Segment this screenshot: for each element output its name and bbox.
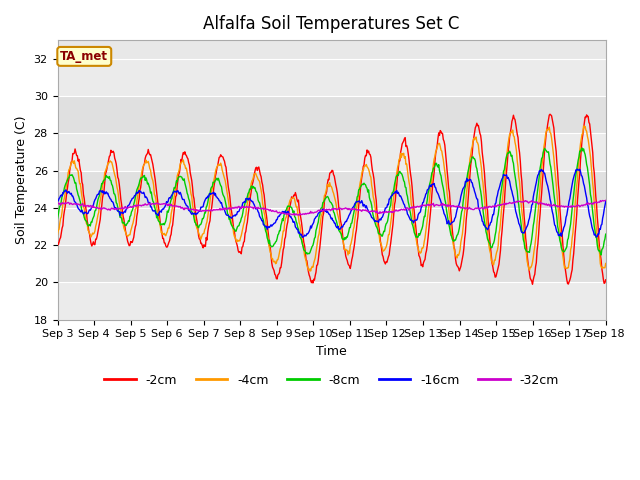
Bar bbox=[58, 96, 605, 133]
Bar bbox=[58, 170, 605, 208]
Bar bbox=[58, 208, 605, 245]
Title: Alfalfa Soil Temperatures Set C: Alfalfa Soil Temperatures Set C bbox=[204, 15, 460, 33]
Text: TA_met: TA_met bbox=[60, 50, 108, 63]
Bar bbox=[58, 282, 605, 320]
X-axis label: Time: Time bbox=[316, 345, 347, 358]
Y-axis label: Soil Temperature (C): Soil Temperature (C) bbox=[15, 116, 28, 244]
Bar bbox=[58, 59, 605, 96]
Bar bbox=[58, 133, 605, 170]
Legend: -2cm, -4cm, -8cm, -16cm, -32cm: -2cm, -4cm, -8cm, -16cm, -32cm bbox=[99, 369, 564, 392]
Bar bbox=[58, 245, 605, 282]
